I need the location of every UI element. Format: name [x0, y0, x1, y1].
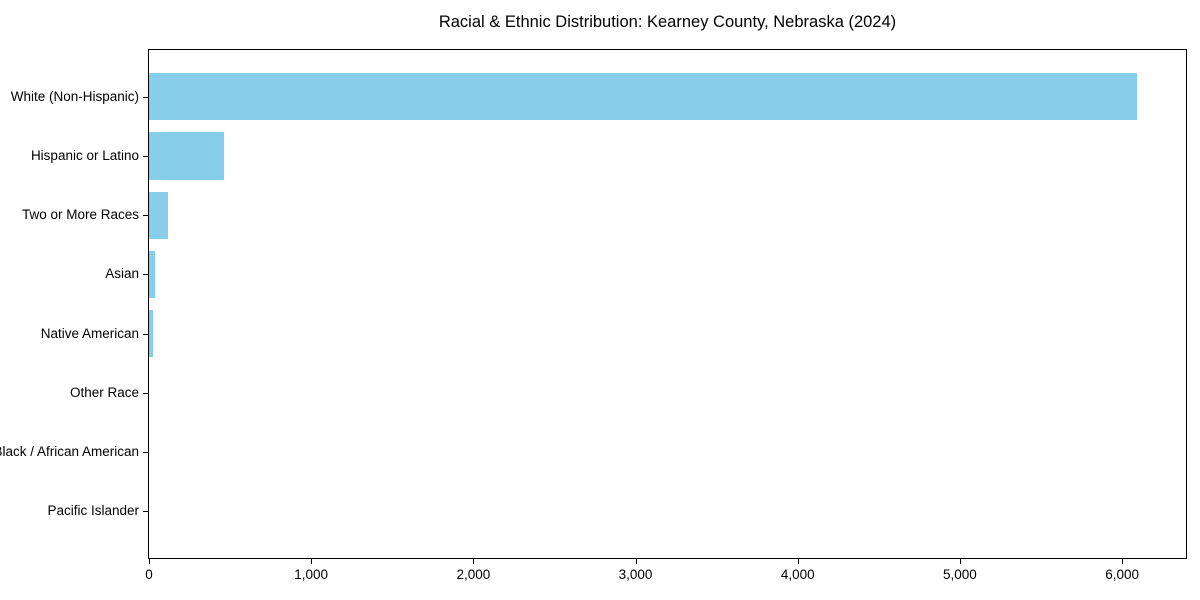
- y-axis-label: Pacific Islander: [47, 503, 139, 519]
- y-axis-label: White (Non-Hispanic): [10, 88, 139, 104]
- x-tick-mark: [797, 559, 799, 564]
- chart-title: Racial & Ethnic Distribution: Kearney Co…: [438, 13, 897, 31]
- y-tick-mark: [143, 215, 148, 217]
- x-tick-mark: [473, 559, 475, 564]
- y-tick-mark: [143, 333, 148, 335]
- x-tick-label: 2,000: [456, 567, 491, 582]
- bar: [149, 73, 1137, 121]
- y-tick-mark: [143, 452, 148, 453]
- x-tick-label: 5,000: [943, 567, 977, 582]
- y-tick-mark: [143, 392, 148, 394]
- x-tick-mark: [635, 559, 637, 564]
- y-axis-label: Hispanic or Latino: [30, 148, 139, 163]
- x-tick-mark: [959, 559, 961, 564]
- bars-layer: [149, 50, 1186, 558]
- x-tick-label: 3,000: [618, 567, 653, 582]
- x-tick-mark: [311, 559, 313, 564]
- bar: [149, 309, 154, 358]
- y-axis-label: Two or More Races: [21, 207, 139, 223]
- x-tick-label: 0: [145, 567, 153, 582]
- y-axis-labels: White (Non-Hispanic) Hispanic or Latino Tw…: [0, 49, 139, 559]
- x-tick-label: 6,000: [1105, 567, 1139, 582]
- x-tick-label: 4,000: [780, 567, 815, 582]
- y-axis-label: Black / African American: [0, 444, 139, 459]
- bar: [149, 132, 224, 180]
- y-tick-mark: [143, 511, 148, 513]
- y-tick-mark: [143, 274, 148, 276]
- y-axis-label: Other Race: [69, 384, 139, 400]
- x-tick-mark: [1122, 559, 1124, 564]
- y-tick-mark: [143, 96, 148, 98]
- bar: [149, 191, 168, 239]
- y-axis-label: Asian: [105, 266, 139, 282]
- bar: [149, 250, 156, 299]
- x-tick-label: 1,000: [294, 567, 329, 582]
- y-axis-label: Native American: [40, 325, 139, 341]
- plot-area: [148, 49, 1187, 559]
- y-tick-mark: [143, 156, 148, 157]
- x-tick-mark: [149, 559, 150, 564]
